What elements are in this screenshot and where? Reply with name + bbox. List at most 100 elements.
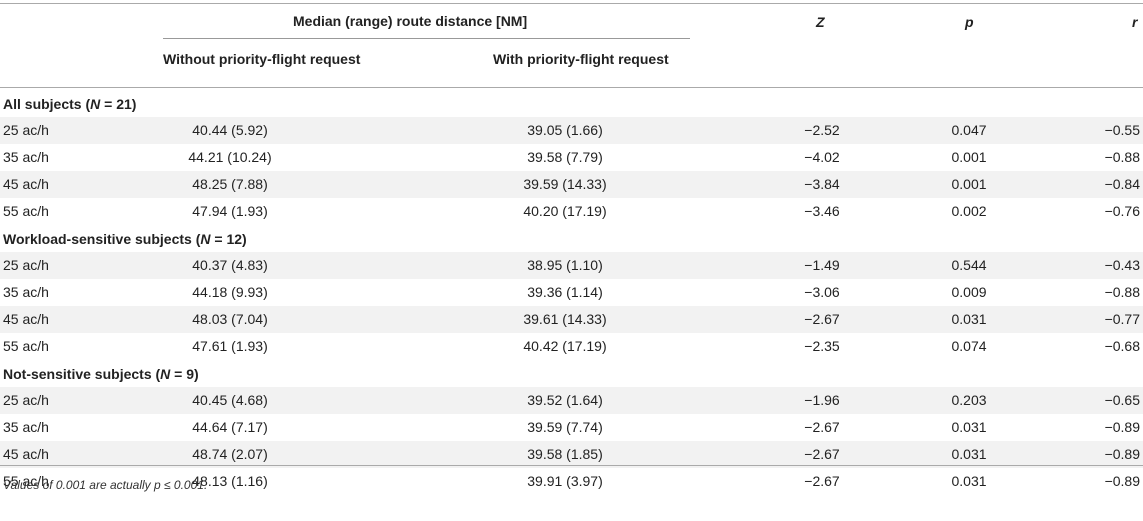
value-p: 0.002 [951, 203, 987, 219]
value-r: −0.89 [1104, 446, 1140, 462]
value-with-priority: 39.58 (7.79) [527, 149, 603, 165]
value-with-priority: 39.61 (14.33) [523, 311, 607, 327]
value-p: 0.009 [951, 284, 987, 300]
group-heading-suffix: = 21) [100, 96, 137, 112]
value-with-priority: 39.58 (1.85) [527, 446, 603, 462]
group-heading: Not-sensitive subjects (N = 9) [3, 366, 199, 382]
value-p: 0.001 [951, 176, 987, 192]
value-without-priority: 40.45 (4.68) [192, 392, 268, 408]
table-row: 45 ac/h 48.25 (7.88) 39.59 (14.33) −3.84 0.0… [0, 171, 1143, 198]
table-row: 55 ac/h 47.61 (1.93) 40.42 (17.19) −2.35 0.0… [0, 333, 1143, 360]
group-heading-suffix: = 9) [170, 366, 199, 382]
value-without-priority: 48.74 (2.07) [192, 446, 268, 462]
value-without-priority: 44.64 (7.17) [192, 419, 268, 435]
value-r: −0.76 [1104, 203, 1140, 219]
column-header-r: r [1132, 14, 1138, 30]
table-footnote: Values of 0.001 are actually p ≤ 0.001. [3, 478, 208, 492]
group-heading-suffix: = 12) [210, 231, 247, 247]
group-heading-n: N [90, 96, 101, 112]
value-r: −0.84 [1104, 176, 1140, 192]
value-p: 0.074 [951, 338, 987, 354]
table-top-rule [0, 3, 1143, 4]
value-without-priority: 48.03 (7.04) [192, 311, 268, 327]
value-p: 0.544 [951, 257, 987, 273]
value-with-priority: 39.91 (3.97) [527, 473, 603, 489]
value-z: −2.67 [804, 311, 840, 327]
row-label: 25 ac/h [3, 392, 49, 408]
column-header-without: Without priority-flight request [163, 51, 361, 67]
value-p: 0.031 [951, 311, 987, 327]
value-p: 0.031 [951, 419, 987, 435]
row-label: 35 ac/h [3, 284, 49, 300]
row-label: 35 ac/h [3, 149, 49, 165]
value-without-priority: 48.25 (7.88) [192, 176, 268, 192]
table-row: 25 ac/h 40.37 (4.83) 38.95 (1.10) −1.49 0.54… [0, 252, 1143, 279]
group-heading-n: N [160, 366, 171, 382]
value-z: −1.96 [804, 392, 840, 408]
group-heading-prefix: Workload-sensitive subjects ( [3, 231, 201, 247]
value-p: 0.001 [951, 149, 987, 165]
value-without-priority: 47.94 (1.93) [192, 203, 268, 219]
value-with-priority: 39.36 (1.14) [527, 284, 603, 300]
value-r: −0.89 [1104, 419, 1140, 435]
header-bottom-rule [0, 87, 1143, 88]
row-label: 45 ac/h [3, 311, 49, 327]
value-z: −1.49 [804, 257, 840, 273]
table-row: 55 ac/h 48.13 (1.16) 39.91 (3.97) −2.67 0.03… [0, 468, 1143, 495]
value-p: 0.031 [951, 446, 987, 462]
column-header-p: p [965, 14, 974, 30]
value-z: −3.46 [804, 203, 840, 219]
value-z: −2.52 [804, 122, 840, 138]
value-p: 0.031 [951, 473, 987, 489]
row-label: 55 ac/h [3, 473, 49, 489]
table-row: 35 ac/h 44.21 (10.24) 39.58 (7.79) −4.02 0.0… [0, 144, 1143, 171]
value-r: −0.68 [1104, 338, 1140, 354]
value-p: 0.203 [951, 392, 987, 408]
value-r: −0.88 [1104, 149, 1140, 165]
value-without-priority: 44.18 (9.93) [192, 284, 268, 300]
value-z: −4.02 [804, 149, 840, 165]
group-heading: All subjects (N = 21) [3, 96, 136, 112]
group-header: Median (range) route distance [NM] [293, 13, 528, 29]
value-r: −0.43 [1104, 257, 1140, 273]
table-row: 45 ac/h 48.03 (7.04) 39.61 (14.33) −2.67 0.0… [0, 306, 1143, 333]
group-heading-prefix: All subjects ( [3, 96, 91, 112]
value-z: −3.84 [804, 176, 840, 192]
table-row: 45 ac/h 48.74 (2.07) 39.58 (1.85) −2.67 0.03… [0, 441, 1143, 468]
value-with-priority: 40.42 (17.19) [523, 338, 607, 354]
value-r: −0.88 [1104, 284, 1140, 300]
table-row: 55 ac/h 47.94 (1.93) 40.20 (17.19) −3.46 0.0… [0, 198, 1143, 225]
row-label: 55 ac/h [3, 338, 49, 354]
group-heading-prefix: Not-sensitive subjects ( [3, 366, 161, 382]
group-heading: Workload-sensitive subjects (N = 12) [3, 231, 247, 247]
value-z: −2.35 [804, 338, 840, 354]
column-header-z: Z [816, 14, 825, 30]
value-without-priority: 40.44 (5.92) [192, 122, 268, 138]
value-p: 0.047 [951, 122, 987, 138]
value-with-priority: 38.95 (1.10) [527, 257, 603, 273]
value-with-priority: 39.05 (1.66) [527, 122, 603, 138]
value-without-priority: 44.21 (10.24) [188, 149, 272, 165]
row-label: 45 ac/h [3, 446, 49, 462]
value-r: −0.89 [1104, 473, 1140, 489]
row-label: 35 ac/h [3, 419, 49, 435]
header-span-rule [163, 38, 690, 39]
table-row: 35 ac/h 44.64 (7.17) 39.59 (7.74) −2.67 0.03… [0, 414, 1143, 441]
value-z: −2.67 [804, 473, 840, 489]
value-r: −0.77 [1104, 311, 1140, 327]
value-with-priority: 39.59 (14.33) [523, 176, 607, 192]
table-row: 35 ac/h 44.18 (9.93) 39.36 (1.14) −3.06 0.00… [0, 279, 1143, 306]
row-label: 25 ac/h [3, 122, 49, 138]
table-bottom-rule [0, 465, 1143, 466]
row-label: 25 ac/h [3, 257, 49, 273]
value-without-priority: 48.13 (1.16) [192, 473, 268, 489]
column-header-with: With priority-flight request [493, 51, 669, 67]
value-z: −2.67 [804, 419, 840, 435]
row-label: 45 ac/h [3, 176, 49, 192]
value-with-priority: 39.52 (1.64) [527, 392, 603, 408]
value-with-priority: 39.59 (7.74) [527, 419, 603, 435]
table-row: 25 ac/h 40.44 (5.92) 39.05 (1.66) −2.52 0.04… [0, 117, 1143, 144]
value-z: −2.67 [804, 446, 840, 462]
row-label: 55 ac/h [3, 203, 49, 219]
